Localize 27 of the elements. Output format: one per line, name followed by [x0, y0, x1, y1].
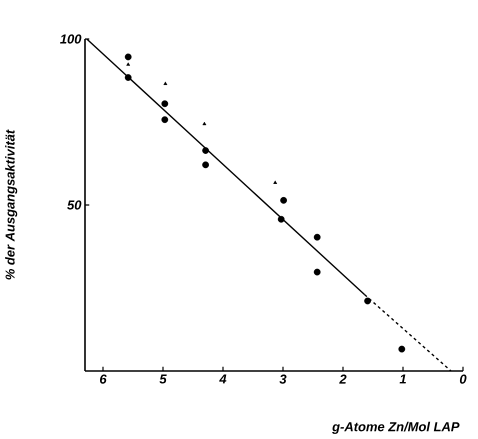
y-tick-label: 100 [60, 34, 82, 44]
point [364, 298, 371, 304]
point [314, 234, 321, 241]
y-axis-title: % der Ausgangsaktivität [5, 129, 18, 280]
point [398, 346, 406, 352]
point [278, 216, 285, 223]
point [161, 116, 168, 124]
x-tick-label: 3 [279, 374, 286, 384]
point [161, 100, 168, 108]
point [314, 268, 321, 276]
y-tick-label: 50 [67, 200, 82, 210]
point [163, 82, 168, 86]
x-tick-label: 1 [400, 374, 406, 384]
x-tick-label: 6 [100, 374, 107, 384]
x-tick-label: 2 [339, 374, 346, 384]
point [124, 54, 132, 60]
point [280, 196, 287, 204]
x-axis-title: g-Atome Zn/Mol LAP [332, 422, 460, 434]
point [202, 147, 209, 154]
point [202, 122, 206, 126]
point [124, 74, 132, 81]
x-tick-label: 4 [219, 374, 226, 384]
point [273, 180, 278, 184]
point [202, 161, 209, 168]
x-tick-label: 5 [160, 374, 167, 384]
point [126, 62, 130, 66]
x-tick-label: 0 [460, 374, 466, 384]
